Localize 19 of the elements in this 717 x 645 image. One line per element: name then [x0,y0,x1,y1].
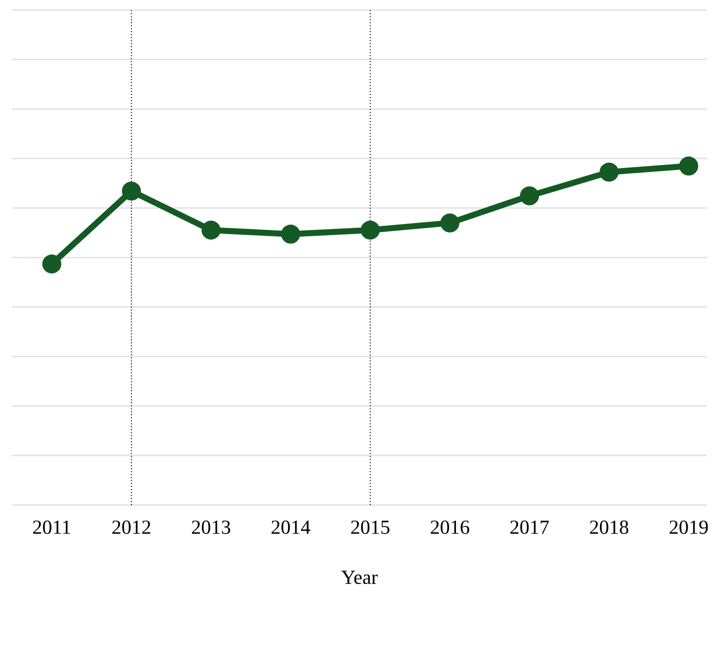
x-axis-title: Year [341,570,378,584]
x-tick-label: 2016 [430,520,470,534]
point [202,220,221,240]
x-tick-label: 2011 [33,520,70,534]
x-tick-label: 2015 [351,520,390,534]
x-tick-label: 2017 [510,520,549,534]
x-tick-label: 2013 [192,520,230,534]
point [122,182,141,201]
point [440,213,460,232]
point [520,186,539,206]
x-tick-label: 2019 [670,520,708,534]
x-tick-label: 2014 [272,520,310,534]
x-tick-label: 2018 [590,520,628,534]
point [360,220,380,240]
point [600,162,619,182]
x-tick-label: 2012 [112,520,150,534]
point [42,254,62,274]
point [281,224,300,244]
point [679,156,698,176]
